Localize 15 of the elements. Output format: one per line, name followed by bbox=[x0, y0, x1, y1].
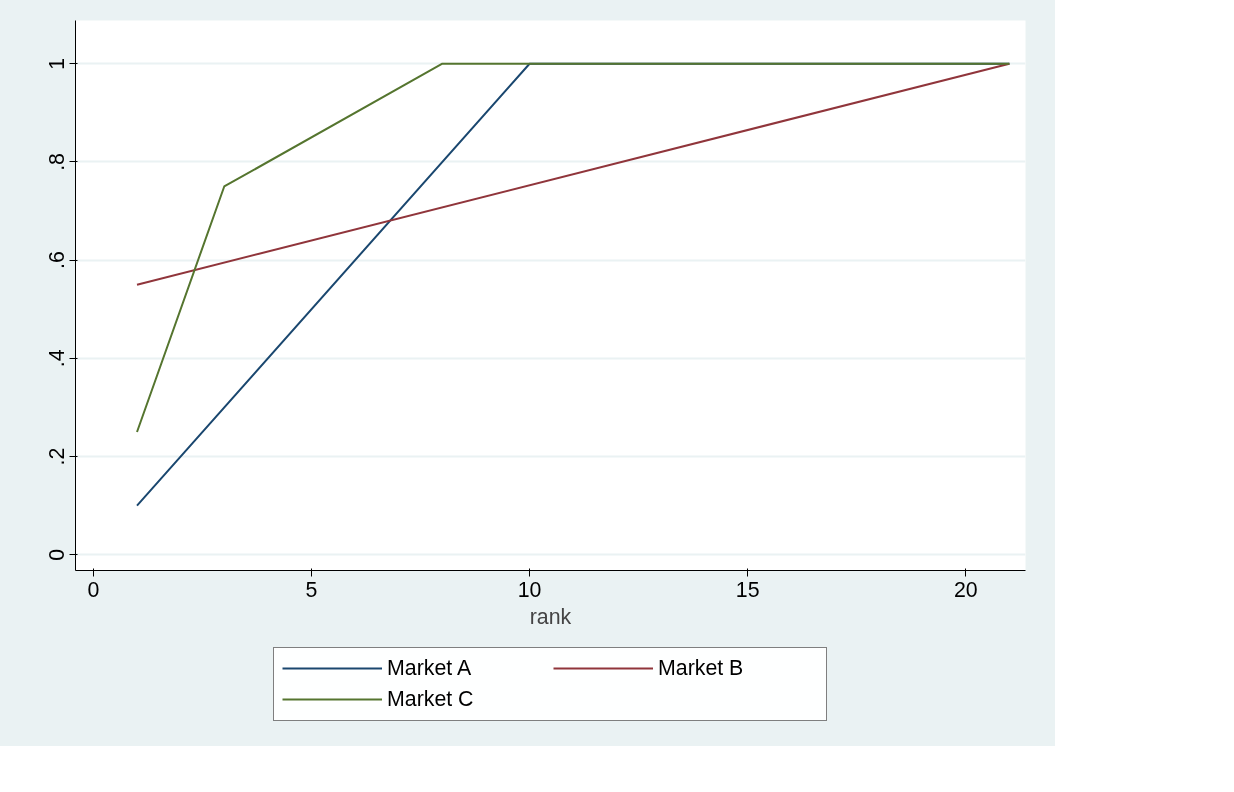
legend-label: Market B bbox=[658, 655, 745, 681]
x-tick-label: 20 bbox=[953, 577, 978, 602]
y-tick-label: 1 bbox=[45, 57, 70, 70]
x-axis-title: rank bbox=[529, 604, 572, 629]
x-tick-label: 0 bbox=[87, 577, 100, 602]
x-tick-label: 15 bbox=[735, 577, 760, 602]
y-tick-label: 0 bbox=[45, 548, 70, 561]
legend-label: Market A bbox=[387, 655, 473, 681]
y-tick-label: .2 bbox=[45, 447, 70, 466]
y-tick-label: .8 bbox=[45, 153, 70, 171]
x-tick-label: 5 bbox=[305, 577, 318, 602]
x-tick-label: 10 bbox=[517, 577, 542, 602]
y-tick-label: .6 bbox=[45, 251, 70, 270]
y-tick-label: .4 bbox=[45, 349, 70, 368]
legend-label: Market C bbox=[387, 686, 475, 712]
